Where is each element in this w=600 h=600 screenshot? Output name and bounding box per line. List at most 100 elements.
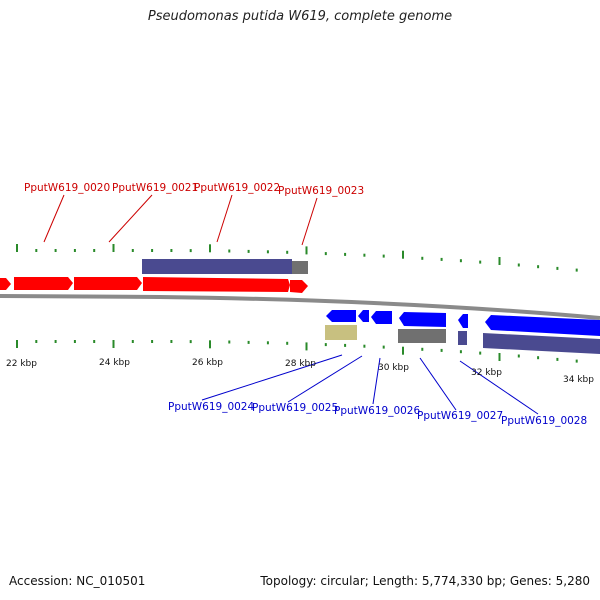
tick-mark: [344, 343, 347, 347]
tick-mark: [286, 341, 289, 345]
purple-block-lower-small: [458, 331, 467, 345]
tick-mark: [440, 348, 443, 352]
tick-mark: [575, 359, 578, 363]
tick-mark: [479, 351, 482, 355]
tick-mark: [402, 250, 404, 259]
genome-summary-text: Topology: circular; Length: 5,774,330 bp…: [260, 574, 590, 588]
gene-label-0023[interactable]: PputW619_0023: [278, 185, 364, 197]
gene-label-0024[interactable]: PputW619_0024: [168, 401, 254, 413]
tick-mark: [54, 340, 57, 343]
tick-mark: [537, 356, 540, 360]
forward-gene-0019[interactable]: [0, 278, 11, 290]
tick-mark: [556, 266, 559, 270]
forward-gene-0020[interactable]: [14, 277, 73, 290]
tick-mark: [131, 340, 134, 343]
tick-mark: [305, 246, 308, 255]
kbp-label-26: 26 kbp: [192, 358, 223, 368]
tick-mark: [286, 250, 289, 254]
reverse-gene-0024[interactable]: [326, 310, 356, 322]
tick-mark: [151, 340, 154, 343]
tick-mark: [575, 268, 578, 272]
tick-mark: [16, 340, 18, 348]
tick-marks-bottom: [16, 340, 578, 363]
reverse-gene-0025[interactable]: [358, 310, 369, 322]
tick-mark: [556, 357, 559, 361]
tick-mark: [266, 250, 269, 254]
tick-mark: [131, 249, 134, 252]
tick-mark: [459, 259, 462, 263]
tick-mark: [209, 340, 211, 349]
tick-mark: [440, 257, 443, 261]
tick-mark: [517, 354, 520, 358]
tick-mark: [363, 253, 366, 257]
tick-mark: [498, 353, 501, 361]
tick-mark: [16, 244, 18, 252]
purple-block-upper: [142, 259, 292, 274]
tick-mark: [305, 342, 308, 351]
reverse-gene-0028b[interactable]: [485, 315, 600, 336]
forward-gene-0023[interactable]: [290, 280, 308, 293]
tick-mark: [93, 340, 96, 343]
gene-label-0027[interactable]: PputW619_0027: [417, 410, 503, 422]
gene-label-0025[interactable]: PputW619_0025: [252, 402, 338, 414]
tick-mark: [151, 249, 154, 252]
tick-mark: [537, 265, 540, 269]
tick-mark: [209, 244, 211, 253]
tick-mark: [402, 346, 404, 355]
tick-mark: [170, 340, 173, 343]
forward-gene-0021[interactable]: [74, 277, 142, 290]
tick-mark: [112, 244, 115, 252]
tick-mark: [498, 257, 501, 265]
tick-mark: [421, 347, 424, 351]
bottom-leader-lines: [201, 354, 539, 415]
tick-mark: [247, 340, 250, 344]
tick-mark: [228, 340, 231, 344]
gene-label-0022[interactable]: PputW619_0022: [194, 182, 280, 194]
tick-mark: [324, 252, 327, 256]
kbp-label-22: 22 kbp: [6, 359, 37, 369]
gray-block-lower: [398, 329, 446, 343]
kbp-label-34: 34 kbp: [563, 375, 594, 385]
tick-mark: [112, 340, 115, 348]
tick-mark: [344, 252, 347, 256]
gene-label-0026[interactable]: PputW619_0026: [334, 405, 420, 417]
gray-block-upper: [292, 261, 308, 274]
genome-title: Pseudomonas putida W619, complete genome: [147, 9, 453, 24]
tick-mark: [382, 254, 385, 258]
gene-label-0021[interactable]: PputW619_0021: [112, 182, 198, 194]
reverse-gene-0028a[interactable]: [458, 314, 468, 328]
tick-mark: [382, 345, 385, 349]
tick-mark: [421, 256, 424, 260]
tick-mark: [363, 344, 366, 348]
tick-mark: [479, 260, 482, 264]
olive-block: [325, 325, 357, 340]
tick-mark: [73, 340, 76, 343]
accession-text: Accession: NC_010501: [9, 574, 146, 588]
tick-mark: [517, 263, 520, 267]
kbp-label-24: 24 kbp: [99, 358, 130, 368]
tick-mark: [189, 249, 192, 253]
tick-mark: [189, 340, 192, 344]
tick-mark: [35, 340, 38, 343]
tick-mark: [54, 249, 57, 252]
gene-label-0028[interactable]: PputW619_0028: [501, 415, 587, 427]
reverse-gene-0026[interactable]: [371, 311, 392, 324]
tick-mark: [93, 249, 96, 252]
kbp-label-32: 32 kbp: [471, 368, 502, 378]
tick-mark: [35, 249, 38, 252]
genome-backbone: [0, 294, 600, 320]
purple-block-lower: [483, 333, 600, 354]
kbp-label-28: 28 kbp: [285, 359, 316, 369]
tick-mark: [170, 249, 173, 252]
top-leader-lines: [43, 194, 318, 246]
tick-mark: [228, 249, 231, 253]
tick-marks-top: [16, 244, 578, 272]
tick-mark: [324, 343, 327, 347]
forward-gene-0022[interactable]: [143, 277, 290, 292]
tick-mark: [459, 350, 462, 354]
gene-label-0020[interactable]: PputW619_0020: [24, 182, 110, 194]
reverse-gene-0027[interactable]: [399, 312, 446, 327]
tick-mark: [73, 249, 76, 252]
tick-mark: [247, 249, 250, 253]
